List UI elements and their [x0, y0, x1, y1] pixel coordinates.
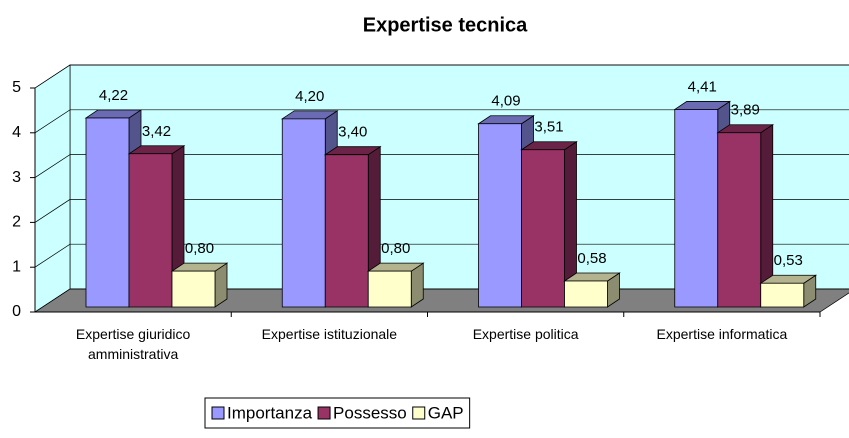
bar — [716, 123, 775, 308]
value-label: 0,53 — [774, 252, 803, 269]
value-label: 0,58 — [577, 250, 606, 267]
value-label: 0,80 — [185, 240, 214, 257]
x-tick-label: Expertise politica — [472, 326, 579, 342]
bar — [127, 145, 186, 308]
x-tick-label: Expertise giuridico amministrativa — [75, 326, 191, 362]
chart-title: Expertise tecnica — [363, 14, 528, 36]
side-wall — [34, 64, 71, 313]
bar — [170, 262, 229, 308]
value-label: 4,22 — [99, 87, 128, 104]
grid-line — [34, 109, 849, 134]
value-label: 3,40 — [338, 124, 367, 141]
bar — [759, 274, 818, 308]
legend-label: Possesso — [333, 403, 407, 422]
y-tick-label: 2 — [12, 214, 21, 231]
legend-swatch — [412, 406, 426, 420]
bar-front — [171, 270, 216, 308]
grid-line — [34, 154, 849, 178]
value-label: 4,20 — [295, 88, 324, 105]
value-label: 3,89 — [731, 102, 760, 119]
legend-box — [204, 397, 471, 429]
legend-swatch — [211, 406, 225, 420]
y-tick-label: 5 — [12, 79, 21, 96]
legend-swatch — [317, 406, 331, 420]
y-tick-label: 4 — [12, 124, 21, 141]
legend-label: GAP — [428, 403, 464, 422]
legend-label: Importanza — [227, 403, 313, 422]
bar-front — [281, 118, 326, 308]
bar-front — [478, 123, 522, 308]
bar-front — [128, 153, 173, 308]
y-tick-label: 1 — [12, 258, 21, 275]
value-label: 3,42 — [142, 123, 171, 140]
grid-line — [34, 199, 849, 223]
bar — [563, 272, 621, 308]
bar-front — [324, 154, 369, 308]
grid-line — [34, 64, 849, 89]
bar-front — [85, 117, 130, 308]
value-label: 4,09 — [491, 93, 520, 110]
value-label: 0,80 — [381, 240, 410, 257]
value-label: 4,41 — [688, 78, 717, 95]
bar-front — [717, 132, 762, 308]
y-tick-label: 0 — [12, 303, 21, 320]
y-tick-label: 3 — [12, 169, 21, 186]
bar-front — [760, 282, 805, 308]
bar — [366, 262, 425, 308]
bar-front — [367, 270, 412, 308]
x-tick-label: Expertise istituzionale — [261, 326, 398, 342]
bar-front — [521, 149, 565, 308]
grid-line — [34, 243, 849, 268]
bar-front — [674, 109, 719, 308]
bar-front — [564, 280, 608, 308]
x-tick-label: Expertise informatica — [656, 326, 788, 342]
value-label: 3,51 — [534, 119, 563, 136]
